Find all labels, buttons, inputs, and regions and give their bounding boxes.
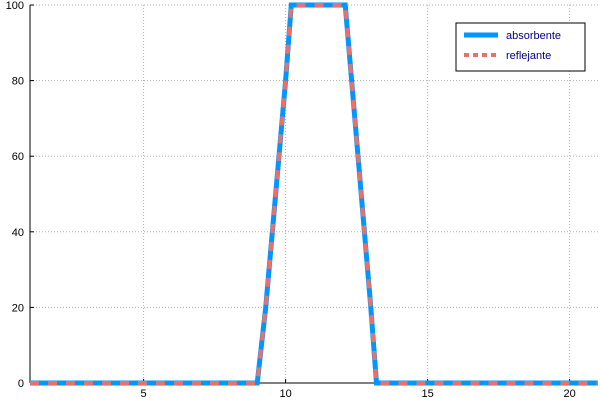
y-tick-label: 60 <box>12 151 24 163</box>
series-lines <box>30 2 598 386</box>
y-tick-label: 80 <box>12 76 24 88</box>
y-tick-label: 20 <box>12 302 24 314</box>
y-tick-label: 40 <box>12 227 24 239</box>
legend-label-absorbente: absorbente <box>506 30 561 42</box>
x-tick-label: 15 <box>421 388 433 400</box>
x-tick-label: 5 <box>141 388 147 400</box>
x-tick-label: 10 <box>279 388 291 400</box>
series-line-reflejante <box>30 3 598 385</box>
legend-label-reflejante: reflejante <box>506 50 551 62</box>
legend-box <box>455 22 586 72</box>
y-tick-label: 100 <box>6 0 24 12</box>
legend: absorbente reflejante <box>455 22 586 72</box>
y-tick-label: 0 <box>18 378 24 390</box>
x-tick-label: 20 <box>563 388 575 400</box>
